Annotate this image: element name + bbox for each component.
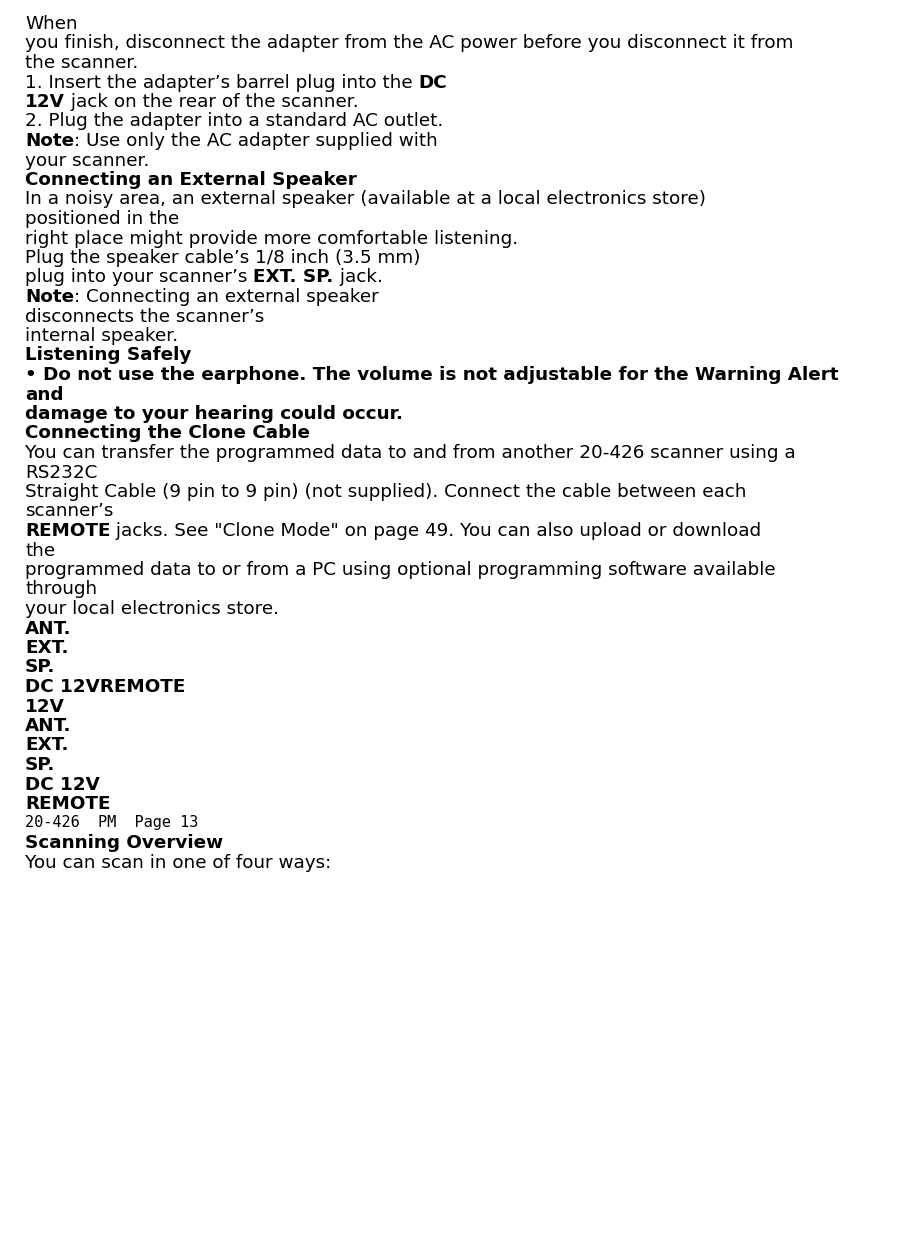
Text: EXT. SP.: EXT. SP.	[253, 269, 334, 286]
Text: 12V: 12V	[25, 93, 65, 111]
Text: Plug the speaker cable’s 1/8 inch (3.5 mm): Plug the speaker cable’s 1/8 inch (3.5 m…	[25, 249, 420, 268]
Text: Straight Cable (9 pin to 9 pin) (not supplied). Connect the cable between each: Straight Cable (9 pin to 9 pin) (not sup…	[25, 484, 745, 501]
Text: the scanner.: the scanner.	[25, 54, 138, 72]
Text: jack on the rear of the scanner.: jack on the rear of the scanner.	[65, 93, 358, 111]
Text: and: and	[25, 386, 63, 403]
Text: jack.: jack.	[334, 269, 382, 286]
Text: Scanning Overview: Scanning Overview	[25, 834, 223, 852]
Text: Connecting the Clone Cable: Connecting the Clone Cable	[25, 425, 310, 442]
Text: 20-426  PM  Page 13: 20-426 PM Page 13	[25, 814, 199, 829]
Text: 1. Insert the adapter’s barrel plug into the: 1. Insert the adapter’s barrel plug into…	[25, 74, 418, 92]
Text: ANT.: ANT.	[25, 717, 72, 735]
Text: RS232C: RS232C	[25, 463, 97, 481]
Text: 12V: 12V	[25, 697, 65, 716]
Text: Note: Note	[25, 132, 74, 149]
Text: programmed data to or from a PC using optional programming software available: programmed data to or from a PC using op…	[25, 561, 775, 579]
Text: damage to your hearing could occur.: damage to your hearing could occur.	[25, 404, 403, 423]
Text: your scanner.: your scanner.	[25, 152, 149, 170]
Text: right place might provide more comfortable listening.: right place might provide more comfortab…	[25, 230, 517, 247]
Text: Connecting an External Speaker: Connecting an External Speaker	[25, 171, 357, 188]
Text: SP.: SP.	[25, 756, 55, 774]
Text: jacks. See "Clone Mode" on page 49. You can also upload or download: jacks. See "Clone Mode" on page 49. You …	[110, 522, 761, 540]
Text: EXT.: EXT.	[25, 639, 68, 657]
Text: : Use only the AC adapter supplied with: : Use only the AC adapter supplied with	[74, 132, 437, 149]
Text: DC 12VREMOTE: DC 12VREMOTE	[25, 678, 185, 696]
Text: REMOTE: REMOTE	[25, 522, 110, 540]
Text: your local electronics store.: your local electronics store.	[25, 600, 278, 618]
Text: You can transfer the programmed data to and from another 20-426 scanner using a: You can transfer the programmed data to …	[25, 445, 795, 462]
Text: the: the	[25, 541, 55, 559]
Text: EXT.: EXT.	[25, 736, 68, 755]
Text: SP.: SP.	[25, 658, 55, 677]
Text: When: When	[25, 15, 77, 33]
Text: DC: DC	[418, 74, 447, 92]
Text: Listening Safely: Listening Safely	[25, 347, 191, 364]
Text: you finish, disconnect the adapter from the AC power before you disconnect it fr: you finish, disconnect the adapter from …	[25, 34, 793, 53]
Text: 2. Plug the adapter into a standard AC outlet.: 2. Plug the adapter into a standard AC o…	[25, 113, 443, 131]
Text: positioned in the: positioned in the	[25, 210, 179, 229]
Text: • Do not use the earphone. The volume is not adjustable for the Warning Alert: • Do not use the earphone. The volume is…	[25, 365, 837, 384]
Text: internal speaker.: internal speaker.	[25, 327, 178, 345]
Text: plug into your scanner’s: plug into your scanner’s	[25, 269, 253, 286]
Text: In a noisy area, an external speaker (available at a local electronics store): In a noisy area, an external speaker (av…	[25, 191, 705, 208]
Text: scanner’s: scanner’s	[25, 502, 113, 520]
Text: : Connecting an external speaker: : Connecting an external speaker	[74, 288, 379, 306]
Text: through: through	[25, 580, 97, 599]
Text: DC 12V: DC 12V	[25, 775, 100, 794]
Text: Note: Note	[25, 288, 74, 306]
Text: ANT.: ANT.	[25, 619, 72, 638]
Text: disconnects the scanner’s: disconnects the scanner’s	[25, 308, 264, 325]
Text: REMOTE: REMOTE	[25, 795, 110, 813]
Text: You can scan in one of four ways:: You can scan in one of four ways:	[25, 854, 331, 872]
